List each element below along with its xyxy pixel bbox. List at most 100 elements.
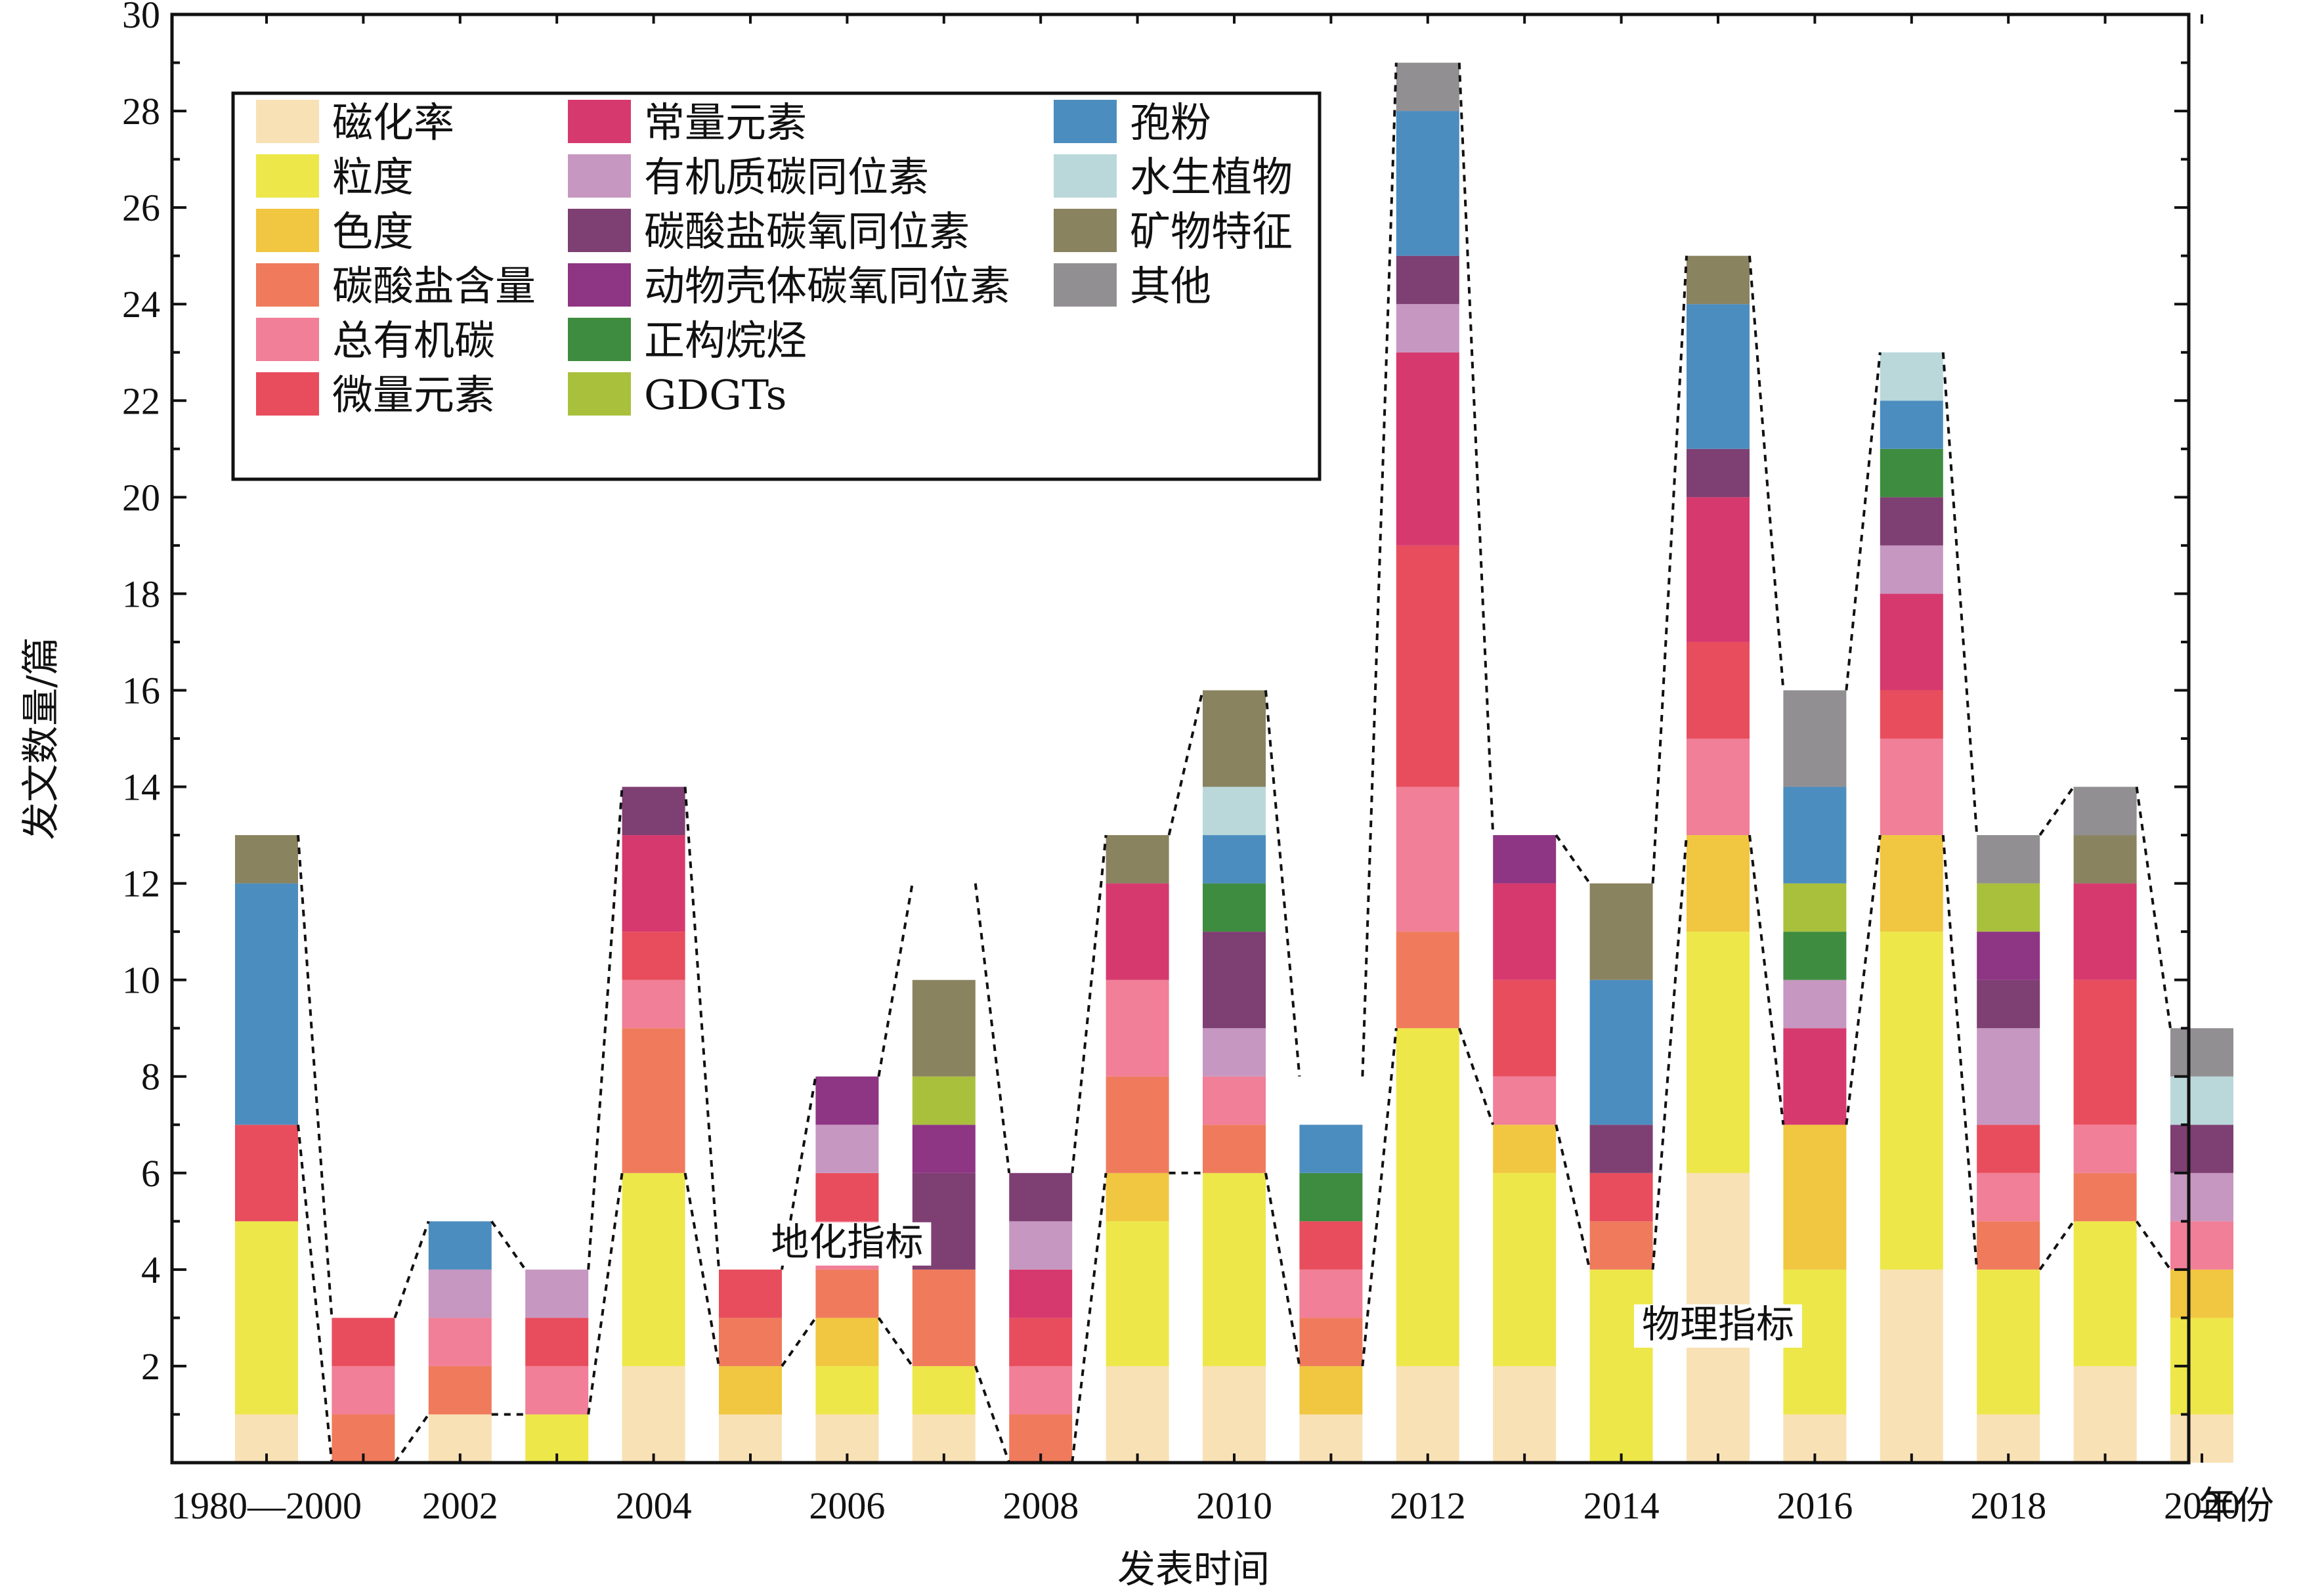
bar-segment-10-10 (1203, 883, 1266, 932)
physical-boundary-line-15 (1748, 834, 1785, 1125)
physical-boundary-line-6 (877, 1317, 914, 1367)
bar-segment-8-7 (1009, 1221, 1073, 1270)
bar-segment-10-14 (1203, 690, 1266, 787)
bar-segment-17-4 (1880, 739, 1943, 836)
total-boundary-line-11 (1361, 62, 1398, 1077)
bar-segment-3-5 (525, 1318, 589, 1366)
legend-label-11: GDGTs (644, 371, 786, 419)
bar-segment-14-5 (1589, 1172, 1653, 1222)
bar-segment-18-4 (1977, 1172, 2040, 1222)
bar-segment-13-6 (1493, 883, 1557, 980)
x-tick-label: 2018 (1970, 1484, 2046, 1527)
bar-segment-4-6 (622, 835, 685, 932)
physical-boundary-line-13 (1555, 1124, 1591, 1270)
legend-swatch-15 (1054, 263, 1117, 307)
physical-boundary-line-14 (1651, 834, 1688, 1270)
bar-segment-10-13 (1203, 786, 1266, 836)
bar-segment-4-4 (622, 979, 685, 1029)
bar-segment-18-1 (1977, 1269, 2040, 1415)
total-boundary-line-17 (1941, 352, 1979, 836)
bar-segment-2-12 (428, 1221, 492, 1270)
bar-segment-4-0 (622, 1366, 685, 1463)
bar-segment-17-7 (1880, 545, 1943, 594)
bar-segment-9-3 (1106, 1076, 1169, 1173)
total-boundary-line-6 (877, 883, 914, 1077)
total-boundary-line-4 (683, 786, 720, 1270)
bar-segment-8-5 (1009, 1318, 1073, 1366)
legend-swatch-10 (568, 318, 631, 361)
bar-segment-9-14 (1106, 835, 1169, 884)
bar-segment-3-7 (525, 1269, 589, 1318)
total-boundary-line-3 (587, 786, 624, 1270)
y-tick-label: 14 (122, 766, 160, 809)
bar-segment-11-10 (1299, 1172, 1363, 1222)
total-boundary-line-9 (1167, 690, 1204, 836)
bar-segment-7-14 (912, 979, 976, 1077)
bar-segment-20-8 (2170, 1125, 2233, 1173)
bar-segment-17-13 (1880, 352, 1943, 401)
bar-segment-6-5 (815, 1172, 879, 1222)
physical-boundary-line-4 (683, 1172, 720, 1367)
bar-segment-7-9 (912, 1125, 976, 1173)
bar-segment-20-15 (2170, 1028, 2233, 1077)
legend-swatch-4 (256, 318, 319, 361)
bar-segment-4-1 (622, 1172, 685, 1366)
y-tick-label: 18 (122, 572, 160, 615)
x-tick-label: 2016 (1776, 1484, 1853, 1527)
legend-swatch-7 (568, 154, 631, 198)
bar-segment-14-14 (1589, 883, 1653, 980)
legend-label-12: 孢粉 (1130, 98, 1211, 146)
physical-boundary-line-17 (1941, 834, 1979, 1270)
bar-segment-13-5 (1493, 979, 1557, 1077)
y-tick-label: 16 (122, 669, 160, 712)
bar-segment-10-1 (1203, 1172, 1266, 1366)
annotation-1: 物理指标 (1642, 1302, 1794, 1346)
bar-segment-17-2 (1880, 835, 1943, 932)
physical-boundary-line-18 (2038, 1220, 2075, 1271)
total-boundary-line-7 (974, 883, 1011, 1174)
bar-segment-6-9 (815, 1076, 879, 1125)
bar-segment-11-12 (1299, 1125, 1363, 1173)
bar-segment-14-8 (1589, 1125, 1653, 1173)
bar-segment-12-0 (1396, 1366, 1459, 1463)
bar-segment-12-8 (1396, 255, 1459, 305)
bar-segment-11-3 (1299, 1318, 1363, 1366)
bar-segment-17-12 (1880, 400, 1943, 449)
bar-segment-4-8 (622, 786, 685, 836)
bar-segment-0-1 (235, 1221, 298, 1415)
bar-segment-20-13 (2170, 1076, 2233, 1125)
bar-segment-1-5 (332, 1318, 395, 1366)
bar-segment-8-6 (1009, 1269, 1073, 1318)
bar-segment-15-4 (1687, 739, 1750, 836)
bar-segment-10-7 (1203, 1028, 1266, 1077)
bar-segment-19-1 (2073, 1221, 2137, 1366)
total-boundary-line-2 (490, 1220, 527, 1271)
legend-label-2: 色度 (332, 207, 414, 255)
bar-segment-16-2 (1783, 1125, 1847, 1270)
total-boundary-line-1 (393, 1220, 430, 1319)
bar-segment-20-7 (2170, 1172, 2233, 1222)
bar-segment-19-14 (2073, 835, 2137, 884)
bar-segment-16-11 (1783, 883, 1847, 932)
bar-segment-7-1 (912, 1366, 976, 1415)
total-boundary-line-19 (2135, 786, 2172, 1029)
legend-swatch-5 (256, 372, 319, 416)
bar-segment-9-1 (1106, 1221, 1169, 1366)
legend-label-7: 有机质碳同位素 (644, 153, 929, 201)
bar-segment-0-5 (235, 1125, 298, 1222)
bar-segment-13-9 (1493, 835, 1557, 884)
legend-label-14: 矿物特征 (1130, 207, 1293, 255)
physical-boundary-line-7 (974, 1366, 1011, 1463)
bar-segment-4-5 (622, 932, 685, 980)
bar-segment-8-4 (1009, 1366, 1073, 1415)
bar-segment-16-10 (1783, 932, 1847, 980)
legend-label-6: 常量元素 (644, 98, 807, 146)
legend-swatch-2 (256, 209, 319, 252)
physical-boundary-line-8 (1071, 1172, 1108, 1463)
legend-swatch-14 (1054, 209, 1117, 252)
bar-segment-12-12 (1396, 111, 1459, 256)
bar-segment-17-0 (1880, 1269, 1943, 1463)
bar-segment-18-9 (1977, 932, 2040, 980)
bar-segment-2-4 (428, 1318, 492, 1366)
